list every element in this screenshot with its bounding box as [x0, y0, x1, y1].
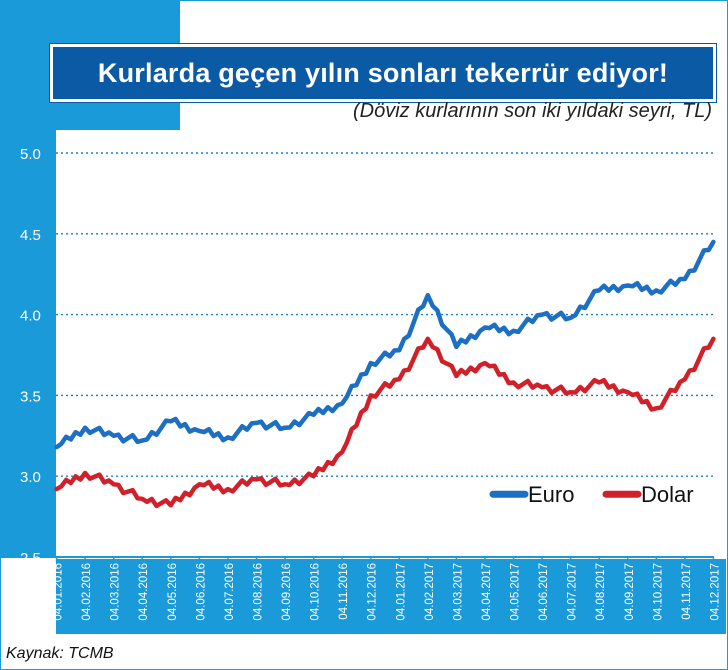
x-tick-label: 04.04.2016: [138, 563, 150, 621]
x-tick-label: 04.05.2016: [167, 563, 179, 621]
y-tick-label: 4.5: [20, 227, 41, 244]
y-tick-label: 3.5: [20, 388, 41, 405]
x-tick-label: 04.11.2016: [338, 563, 350, 620]
x-tick-label: 04.01.2017: [395, 563, 407, 621]
x-tick-label: 04.10.2016: [310, 563, 322, 621]
chart-title: Kurlarda geçen yılın sonları tekerrür ed…: [97, 57, 669, 88]
x-tick-label: 04.11.2017: [681, 563, 693, 620]
grid: [56, 152, 714, 477]
y-tick-label: 3.0: [20, 469, 41, 486]
x-tick-label: 04.03.2016: [110, 563, 122, 621]
x-axis: 04.01.2016 04.02.2016 04.03.2016 04.04.2016…: [53, 556, 726, 634]
x-tick-label: 04.06.2016: [195, 563, 207, 621]
x-tick-label: 04.06.2017: [538, 563, 550, 621]
x-tick-label: 04.12.2017: [709, 563, 721, 621]
x-tick-label: 04.08.2017: [595, 563, 607, 621]
y-tick-label: 2.5: [20, 550, 41, 567]
legend-label-euro: Euro: [528, 482, 574, 507]
x-tick-label: 04.12.2016: [367, 563, 379, 621]
x-tick-label: 04.02.2017: [424, 563, 436, 621]
x-tick-label: 04.05.2017: [510, 563, 522, 621]
title-box: Kurlarda geçen yılın sonları tekerrür ed…: [50, 44, 716, 102]
legend: Euro Dolar: [489, 482, 694, 507]
x-tick-label: 04.07.2016: [224, 563, 236, 621]
y-axis-band: [0, 130, 56, 558]
series-line-euro: [54, 239, 716, 450]
y-axis-ticks: 2.5 3.0 3.5 4.0 4.5 5.0: [20, 146, 41, 567]
x-tick-label: 04.09.2016: [281, 563, 293, 621]
x-tick-label: 04.07.2017: [567, 563, 579, 621]
x-tick-label: 04.10.2017: [652, 563, 664, 621]
x-tick-label: 04.01.2016: [53, 563, 65, 621]
x-tick-label: 04.03.2017: [452, 563, 464, 621]
y-tick-label: 5.0: [20, 146, 41, 163]
x-axis-band: [56, 559, 726, 634]
x-tick-label: 04.02.2016: [81, 563, 93, 621]
legend-label-dolar: Dolar: [641, 482, 694, 507]
x-tick-label: 04.08.2016: [252, 563, 264, 621]
x-tick-label: 04.09.2017: [624, 563, 636, 621]
x-tick-label: 04.04.2017: [481, 563, 493, 621]
series-line-dolar: [54, 336, 716, 509]
y-tick-label: 4.0: [20, 308, 41, 325]
series-lines: [54, 239, 716, 509]
chart-subtitle: (Döviz kurlarının son iki yıldaki seyri,…: [353, 100, 712, 122]
source-note: Kaynak: TCMB: [6, 645, 114, 662]
